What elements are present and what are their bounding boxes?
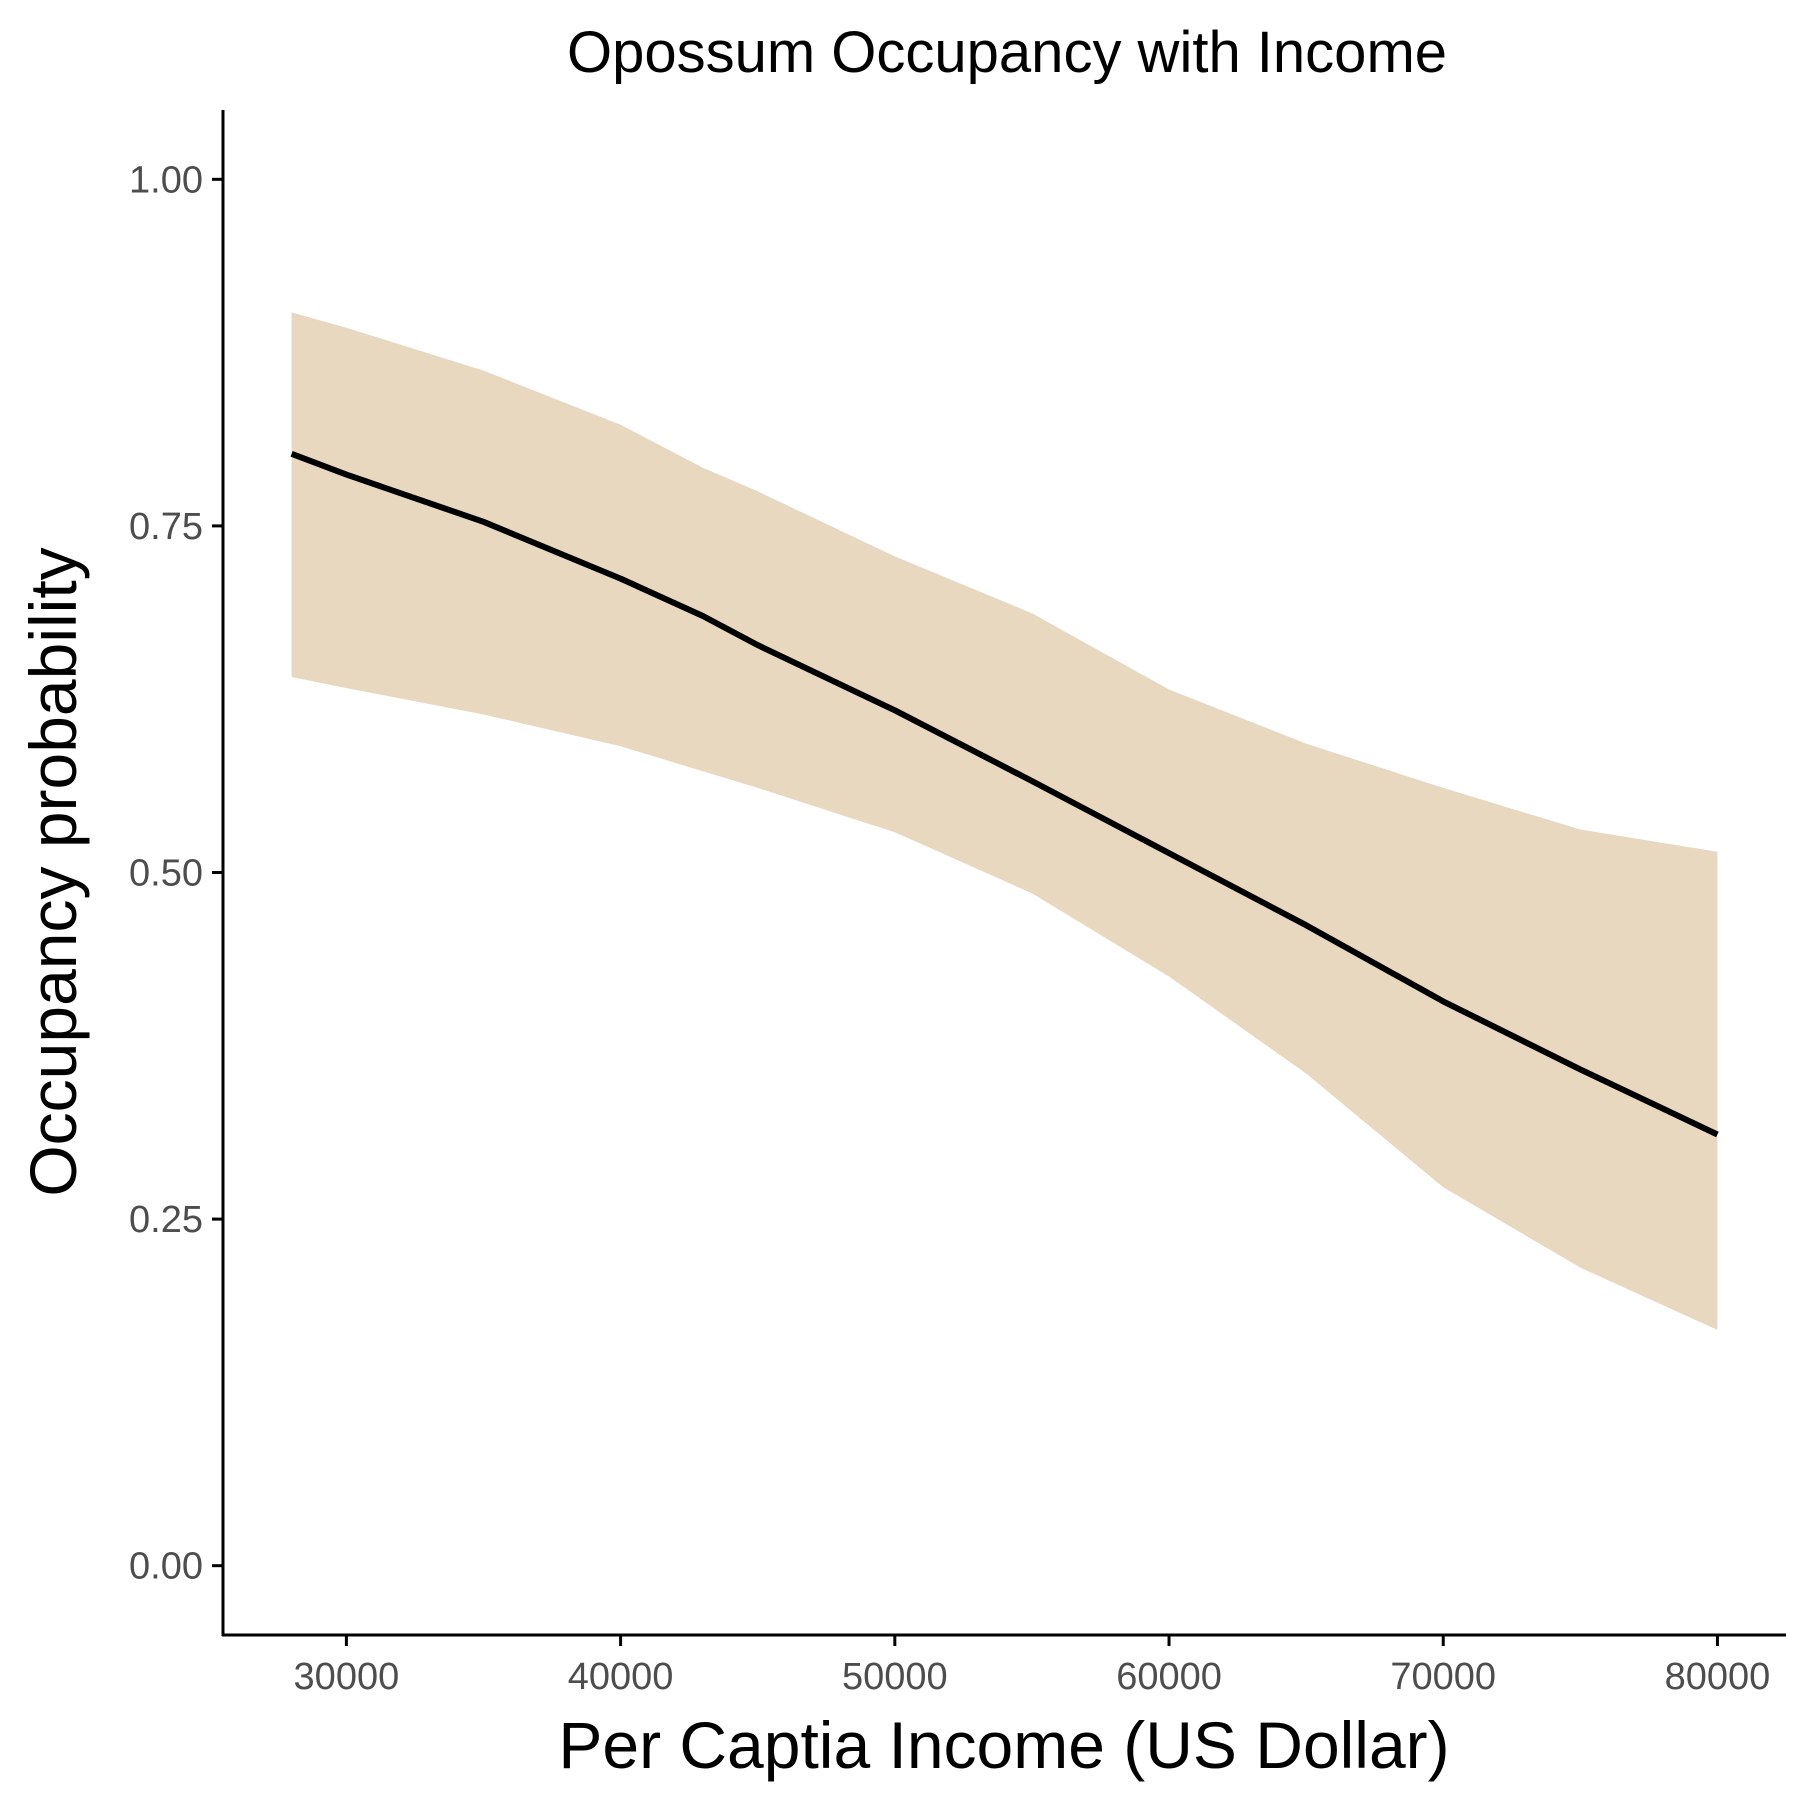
x-tick-label: 80000 xyxy=(1665,1656,1771,1698)
x-tick-label: 30000 xyxy=(294,1656,400,1698)
y-axis-ticks: 0.00 0.25 0.50 0.75 1.00 xyxy=(129,159,223,1588)
y-tick-label: 0.75 xyxy=(129,506,203,548)
series-line-layer xyxy=(290,450,1719,1138)
chart-title: Opossum Occupancy with Income xyxy=(567,20,1447,85)
y-tick-label: 1.00 xyxy=(129,159,203,201)
x-axis-ticks: 30000 40000 50000 60000 70000 80000 xyxy=(294,1635,1771,1698)
confidence-band xyxy=(291,312,1718,1330)
y-axis-title: Occupancy probability xyxy=(16,547,90,1196)
y-tick-label: 0.50 xyxy=(129,853,203,895)
y-tick-label: 0.00 xyxy=(129,1546,203,1588)
y-tick-label: 0.25 xyxy=(129,1199,203,1241)
x-tick-label: 60000 xyxy=(1116,1656,1222,1698)
x-tick-label: 50000 xyxy=(842,1656,948,1698)
x-tick-label: 70000 xyxy=(1390,1656,1496,1698)
x-tick-label: 40000 xyxy=(568,1656,674,1698)
confidence-band-layer xyxy=(291,312,1718,1330)
x-axis-title: Per Captia Income (US Dollar) xyxy=(558,1708,1449,1782)
occupancy-line xyxy=(290,450,1719,1138)
